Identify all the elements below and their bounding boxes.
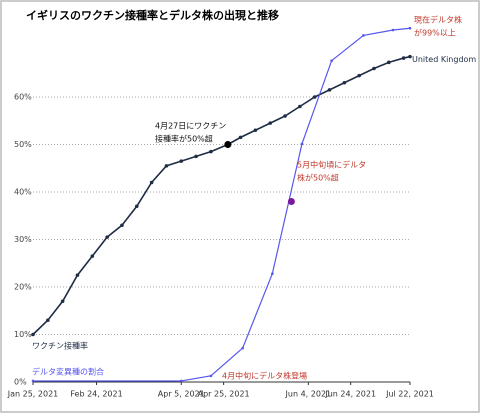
x-tick-label: Jul 22, 2021: [385, 390, 434, 399]
annotation: 株が50%超: [297, 173, 339, 183]
series-point: [105, 235, 109, 239]
series-point: [31, 379, 35, 383]
y-tick-label: 0%: [14, 378, 27, 387]
annotation: 5月中旬頃にデルタ: [297, 160, 366, 170]
y-tick-label: 50%: [14, 140, 32, 149]
series-point: [75, 273, 80, 277]
x-tick-label: Apr 25, 2021: [198, 390, 250, 399]
x-tick-label: Jan 25, 2021: [7, 390, 59, 399]
series-point: [391, 28, 395, 32]
series-point: [408, 54, 412, 59]
end-label: United Kingdom: [412, 55, 476, 64]
series-point: [327, 88, 332, 92]
series-point: [238, 135, 243, 140]
x-tick-label: Feb 24, 2021: [70, 390, 122, 399]
series-point: [209, 374, 213, 378]
series-line: [32, 55, 411, 336]
series-point: [300, 142, 304, 146]
series-point: [298, 104, 302, 109]
series-point: [283, 114, 287, 118]
series-point: [179, 159, 184, 163]
series-point: [312, 95, 317, 99]
annotation-point: [287, 198, 295, 205]
y-tick-label: 60%: [14, 93, 32, 102]
series-point: [149, 180, 154, 185]
y-tick-label: 30%: [14, 235, 32, 244]
annotation-point: [224, 141, 232, 148]
series-point: [268, 121, 273, 125]
y-tick-label: 10%: [14, 330, 32, 339]
annotation: 現在デルタ株: [414, 15, 462, 25]
x-tick-label: Jun 4, 2021: [285, 390, 332, 399]
series-point: [241, 346, 244, 350]
series-label: デルタ変異種の割合: [32, 367, 104, 377]
annotation: 4月中旬にデルタ株登場: [222, 371, 307, 381]
annotation: 4月27日にワクチン: [155, 122, 226, 131]
series-point: [372, 66, 376, 71]
series-point: [164, 164, 169, 168]
x-tick-label: Jun 24, 2021: [324, 390, 376, 399]
series-point: [271, 272, 274, 276]
series-point: [90, 254, 95, 258]
x-tick-label: Apr 5, 2021: [158, 390, 205, 399]
series-point: [362, 34, 365, 37]
series-point: [401, 56, 406, 60]
series-label: ワクチン接種率: [32, 341, 88, 351]
series-point: [31, 332, 35, 337]
series-point: [179, 379, 183, 383]
y-tick-label: 20%: [14, 283, 32, 292]
series-line: [33, 27, 411, 382]
series-point: [253, 128, 258, 133]
series-point: [330, 59, 333, 63]
series-point: [60, 299, 65, 304]
chart-title: イギリスのワクチン接種率とデルタ株の出現と推移: [26, 8, 279, 22]
y-tick-label: 40%: [14, 188, 32, 197]
series-point: [357, 73, 361, 78]
series-point: [387, 60, 391, 65]
annotation: が99%以上: [414, 28, 456, 38]
series-point: [134, 204, 139, 209]
series-point: [46, 318, 50, 323]
series-point: [209, 149, 213, 154]
series-point: [120, 223, 124, 228]
series-point: [194, 154, 198, 159]
series-point: [342, 80, 347, 85]
annotation: 接種率が50%超: [155, 134, 213, 144]
series-point: [408, 26, 412, 30]
